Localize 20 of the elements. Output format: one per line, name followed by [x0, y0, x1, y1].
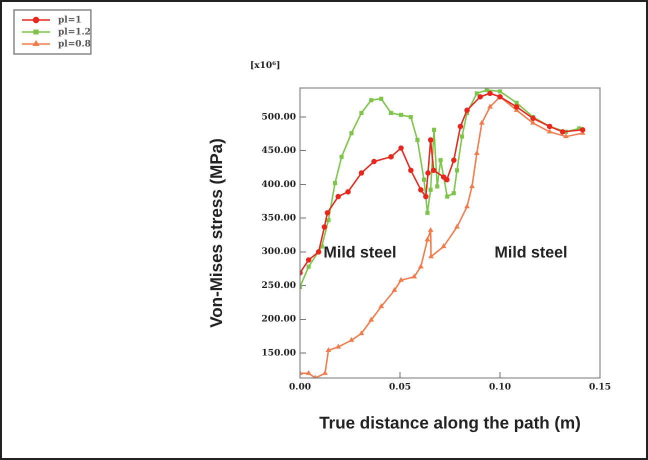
x-axis-title: True distance along the path (m): [319, 413, 581, 432]
y-tick-label: 200.00: [262, 314, 296, 325]
x-tick-label: 0.15: [589, 382, 611, 393]
y-tick-label: 150.00: [262, 348, 296, 358]
legend-label: pl=1: [58, 15, 82, 26]
legend-label: pl=1.2: [58, 27, 91, 38]
y-tick-label: 250.00: [262, 280, 296, 291]
y-tick-label: 500.00: [262, 112, 296, 122]
y-tick-label: 400.00: [262, 180, 296, 190]
y-tick-label: 300.00: [262, 247, 296, 258]
annotation: Mild steel: [324, 244, 396, 262]
legend-label: pl=0.8: [58, 39, 91, 50]
y-axis-title: Von-Mises stress (MPa): [206, 138, 226, 328]
annotation: Mild steel: [494, 244, 568, 262]
x-tick-label: 0.05: [389, 382, 411, 393]
text: [x10⁶]: [250, 60, 280, 71]
x-tick-label: 0.10: [489, 382, 511, 393]
y-tick-label: 450.00: [262, 146, 296, 156]
y-tick-label: 350.00: [262, 214, 296, 224]
x-tick-label: 0.00: [289, 382, 311, 393]
